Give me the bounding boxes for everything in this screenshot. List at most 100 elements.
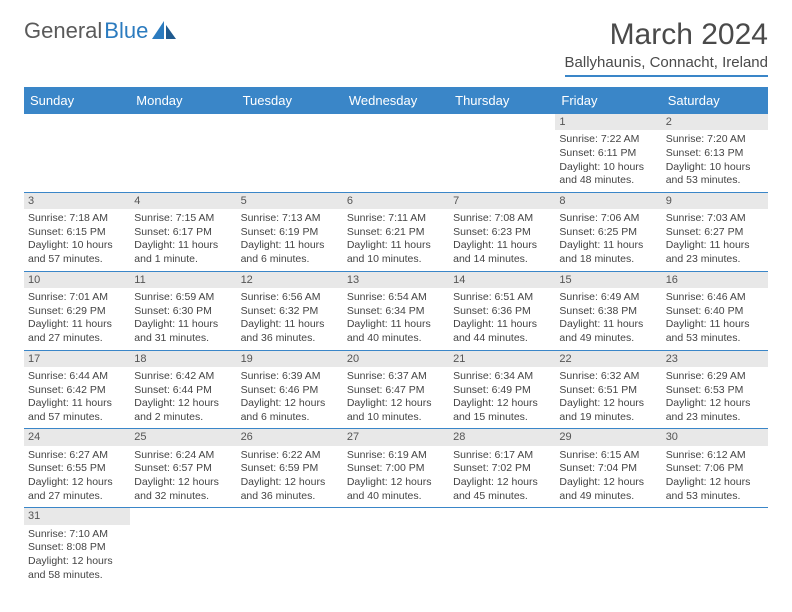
day-cell: 4 Sunrise: 7:15 AMSunset: 6:17 PMDaylight… [130,192,236,271]
day-cell: 1Sunrise: 7:22 AMSunset: 6:11 PMDaylight… [555,114,661,192]
empty-cell [662,508,768,586]
day-cell: 18 Sunrise: 6:42 AMSunset: 6:44 PMDayligh… [130,350,236,429]
day-number: 22 [555,351,661,367]
day-cell: 13Sunrise: 6:54 AMSunset: 6:34 PMDayligh… [343,271,449,350]
week-row: 24 Sunrise: 6:27 AMSunset: 6:55 PMDayligh… [24,429,768,508]
day-details: Sunrise: 6:46 AMSunset: 6:40 PMDaylight:… [666,290,764,346]
day-details: Sunrise: 6:32 AMSunset: 6:51 PMDaylight:… [559,369,657,425]
day-number: 29 [555,429,661,445]
day-details: Sunrise: 6:22 AMSunset: 6:59 PMDaylight:… [241,448,339,504]
day-number: 24 [24,429,130,445]
day-details: Sunrise: 7:20 AMSunset: 6:13 PMDaylight:… [666,132,764,188]
day-details: Sunrise: 6:56 AMSunset: 6:32 PMDaylight:… [241,290,339,346]
day-number: 23 [662,351,768,367]
week-row: 31 Sunrise: 7:10 AMSunset: 8:08 PMDayligh… [24,508,768,586]
day-cell: 17 Sunrise: 6:44 AMSunset: 6:42 PMDayligh… [24,350,130,429]
logo-text-blue: Blue [104,18,148,44]
day-details: Sunrise: 6:37 AMSunset: 6:47 PMDaylight:… [347,369,445,425]
day-details: Sunrise: 6:34 AMSunset: 6:49 PMDaylight:… [453,369,551,425]
day-cell: 26Sunrise: 6:22 AMSunset: 6:59 PMDayligh… [237,429,343,508]
day-cell: 19Sunrise: 6:39 AMSunset: 6:46 PMDayligh… [237,350,343,429]
day-number: 9 [662,193,768,209]
day-header-monday: Monday [130,87,236,114]
day-details: Sunrise: 7:18 AMSunset: 6:15 PMDaylight:… [28,211,126,267]
day-details: Sunrise: 6:42 AMSunset: 6:44 PMDaylight:… [134,369,232,425]
day-details: Sunrise: 6:44 AMSunset: 6:42 PMDaylight:… [28,369,126,425]
day-cell: 8Sunrise: 7:06 AMSunset: 6:25 PMDaylight… [555,192,661,271]
day-number: 6 [343,193,449,209]
week-row: 10Sunrise: 7:01 AMSunset: 6:29 PMDayligh… [24,271,768,350]
day-number: 13 [343,272,449,288]
day-details: Sunrise: 6:12 AMSunset: 7:06 PMDaylight:… [666,448,764,504]
day-header-tuesday: Tuesday [237,87,343,114]
day-cell: 16 Sunrise: 6:46 AMSunset: 6:40 PMDayligh… [662,271,768,350]
day-details: Sunrise: 7:15 AMSunset: 6:17 PMDaylight:… [134,211,232,267]
day-number: 2 [662,114,768,130]
day-header-saturday: Saturday [662,87,768,114]
day-number: 3 [24,193,130,209]
day-number: 14 [449,272,555,288]
day-cell: 29 Sunrise: 6:15 AMSunset: 7:04 PMDayligh… [555,429,661,508]
day-cell: 15 Sunrise: 6:49 AMSunset: 6:38 PMDayligh… [555,271,661,350]
day-number: 5 [237,193,343,209]
day-cell: 24 Sunrise: 6:27 AMSunset: 6:55 PMDayligh… [24,429,130,508]
day-number: 18 [130,351,236,367]
logo-sail-icon [152,21,178,41]
empty-cell [555,508,661,586]
day-header-friday: Friday [555,87,661,114]
day-cell: 14 Sunrise: 6:51 AMSunset: 6:36 PMDayligh… [449,271,555,350]
day-number: 15 [555,272,661,288]
day-cell: 9 Sunrise: 7:03 AMSunset: 6:27 PMDaylight… [662,192,768,271]
day-number: 4 [130,193,236,209]
day-cell: 10Sunrise: 7:01 AMSunset: 6:29 PMDayligh… [24,271,130,350]
day-cell: 20 Sunrise: 6:37 AMSunset: 6:47 PMDayligh… [343,350,449,429]
day-cell: 27Sunrise: 6:19 AMSunset: 7:00 PMDayligh… [343,429,449,508]
day-number: 17 [24,351,130,367]
empty-cell [237,508,343,586]
day-details: Sunrise: 6:19 AMSunset: 7:00 PMDaylight:… [347,448,445,504]
day-details: Sunrise: 7:13 AMSunset: 6:19 PMDaylight:… [241,211,339,267]
day-number: 25 [130,429,236,445]
day-cell: 12Sunrise: 6:56 AMSunset: 6:32 PMDayligh… [237,271,343,350]
logo-text-gray: General [24,18,102,44]
day-details: Sunrise: 6:29 AMSunset: 6:53 PMDaylight:… [666,369,764,425]
empty-cell [130,508,236,586]
month-title: March 2024 [565,18,768,52]
day-number: 21 [449,351,555,367]
empty-cell [343,114,449,192]
day-details: Sunrise: 6:24 AMSunset: 6:57 PMDaylight:… [134,448,232,504]
day-cell: 31 Sunrise: 7:10 AMSunset: 8:08 PMDayligh… [24,508,130,586]
day-details: Sunrise: 7:06 AMSunset: 6:25 PMDaylight:… [559,211,657,267]
day-details: Sunrise: 6:49 AMSunset: 6:38 PMDaylight:… [559,290,657,346]
day-cell: 22 Sunrise: 6:32 AMSunset: 6:51 PMDayligh… [555,350,661,429]
day-details: Sunrise: 6:27 AMSunset: 6:55 PMDaylight:… [28,448,126,504]
header: GeneralBlue March 2024 Ballyhaunis, Conn… [24,18,768,77]
calendar-body: 1Sunrise: 7:22 AMSunset: 6:11 PMDaylight… [24,114,768,586]
logo: GeneralBlue [24,18,178,44]
day-number: 16 [662,272,768,288]
day-cell: 25 Sunrise: 6:24 AMSunset: 6:57 PMDayligh… [130,429,236,508]
day-header-wednesday: Wednesday [343,87,449,114]
day-number: 28 [449,429,555,445]
day-details: Sunrise: 6:17 AMSunset: 7:02 PMDaylight:… [453,448,551,504]
day-details: Sunrise: 7:10 AMSunset: 8:08 PMDaylight:… [28,527,126,583]
day-cell: 5 Sunrise: 7:13 AMSunset: 6:19 PMDaylight… [237,192,343,271]
empty-cell [449,508,555,586]
empty-cell [130,114,236,192]
day-details: Sunrise: 7:22 AMSunset: 6:11 PMDaylight:… [559,132,657,188]
day-number: 20 [343,351,449,367]
day-details: Sunrise: 6:15 AMSunset: 7:04 PMDaylight:… [559,448,657,504]
day-cell: 7Sunrise: 7:08 AMSunset: 6:23 PMDaylight… [449,192,555,271]
day-number: 11 [130,272,236,288]
day-number: 19 [237,351,343,367]
empty-cell [449,114,555,192]
day-number: 31 [24,508,130,524]
day-cell: 28 Sunrise: 6:17 AMSunset: 7:02 PMDayligh… [449,429,555,508]
week-row: 17 Sunrise: 6:44 AMSunset: 6:42 PMDayligh… [24,350,768,429]
day-cell: 3 Sunrise: 7:18 AMSunset: 6:15 PMDaylight… [24,192,130,271]
day-details: Sunrise: 7:11 AMSunset: 6:21 PMDaylight:… [347,211,445,267]
day-details: Sunrise: 7:03 AMSunset: 6:27 PMDaylight:… [666,211,764,267]
day-details: Sunrise: 6:51 AMSunset: 6:36 PMDaylight:… [453,290,551,346]
day-details: Sunrise: 7:08 AMSunset: 6:23 PMDaylight:… [453,211,551,267]
day-number: 30 [662,429,768,445]
